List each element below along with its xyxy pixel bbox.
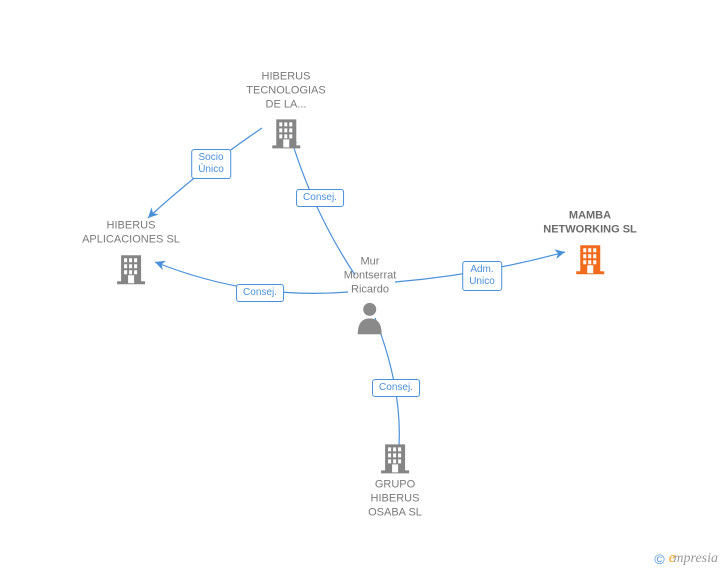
node-label: HIBERUS TECNOLOGIAS DE LA...: [246, 70, 325, 111]
node-label: MAMBA NETWORKING SL: [543, 209, 637, 237]
node-label: HIBERUS APLICACIONES SL: [82, 219, 180, 247]
node-center: Mur Montserrat Ricardo: [344, 255, 397, 334]
node-label: Mur Montserrat Ricardo: [344, 255, 397, 296]
person-icon: [355, 301, 385, 335]
footer: © empresia: [654, 550, 718, 567]
copyright-symbol: ©: [654, 551, 664, 567]
node-mamba: MAMBA NETWORKING SL: [543, 209, 637, 275]
node-grupo: GRUPO HIBERUS OSABA SL: [368, 440, 422, 519]
diagram-canvas: Consej. Consej. Adm. Unico Consej. Socio Úni…: [0, 0, 728, 575]
node-hiberus_aplic: HIBERUS APLICACIONES SL: [82, 219, 180, 285]
edge-label: Consej.: [372, 379, 420, 397]
building-icon: [269, 116, 303, 150]
node-hiberus_tech: HIBERUS TECNOLOGIAS DE LA...: [246, 70, 325, 149]
brand-rest: mpresia: [673, 551, 718, 566]
building-icon: [378, 440, 412, 474]
edge-label: Adm. Unico: [462, 261, 502, 291]
edge-label: Consej.: [236, 284, 284, 302]
edge-label: Consej.: [296, 189, 344, 207]
building-icon: [573, 241, 607, 275]
node-label: GRUPO HIBERUS OSABA SL: [368, 478, 422, 519]
edge-label: Socio Único: [191, 149, 231, 179]
building-icon: [114, 251, 148, 285]
